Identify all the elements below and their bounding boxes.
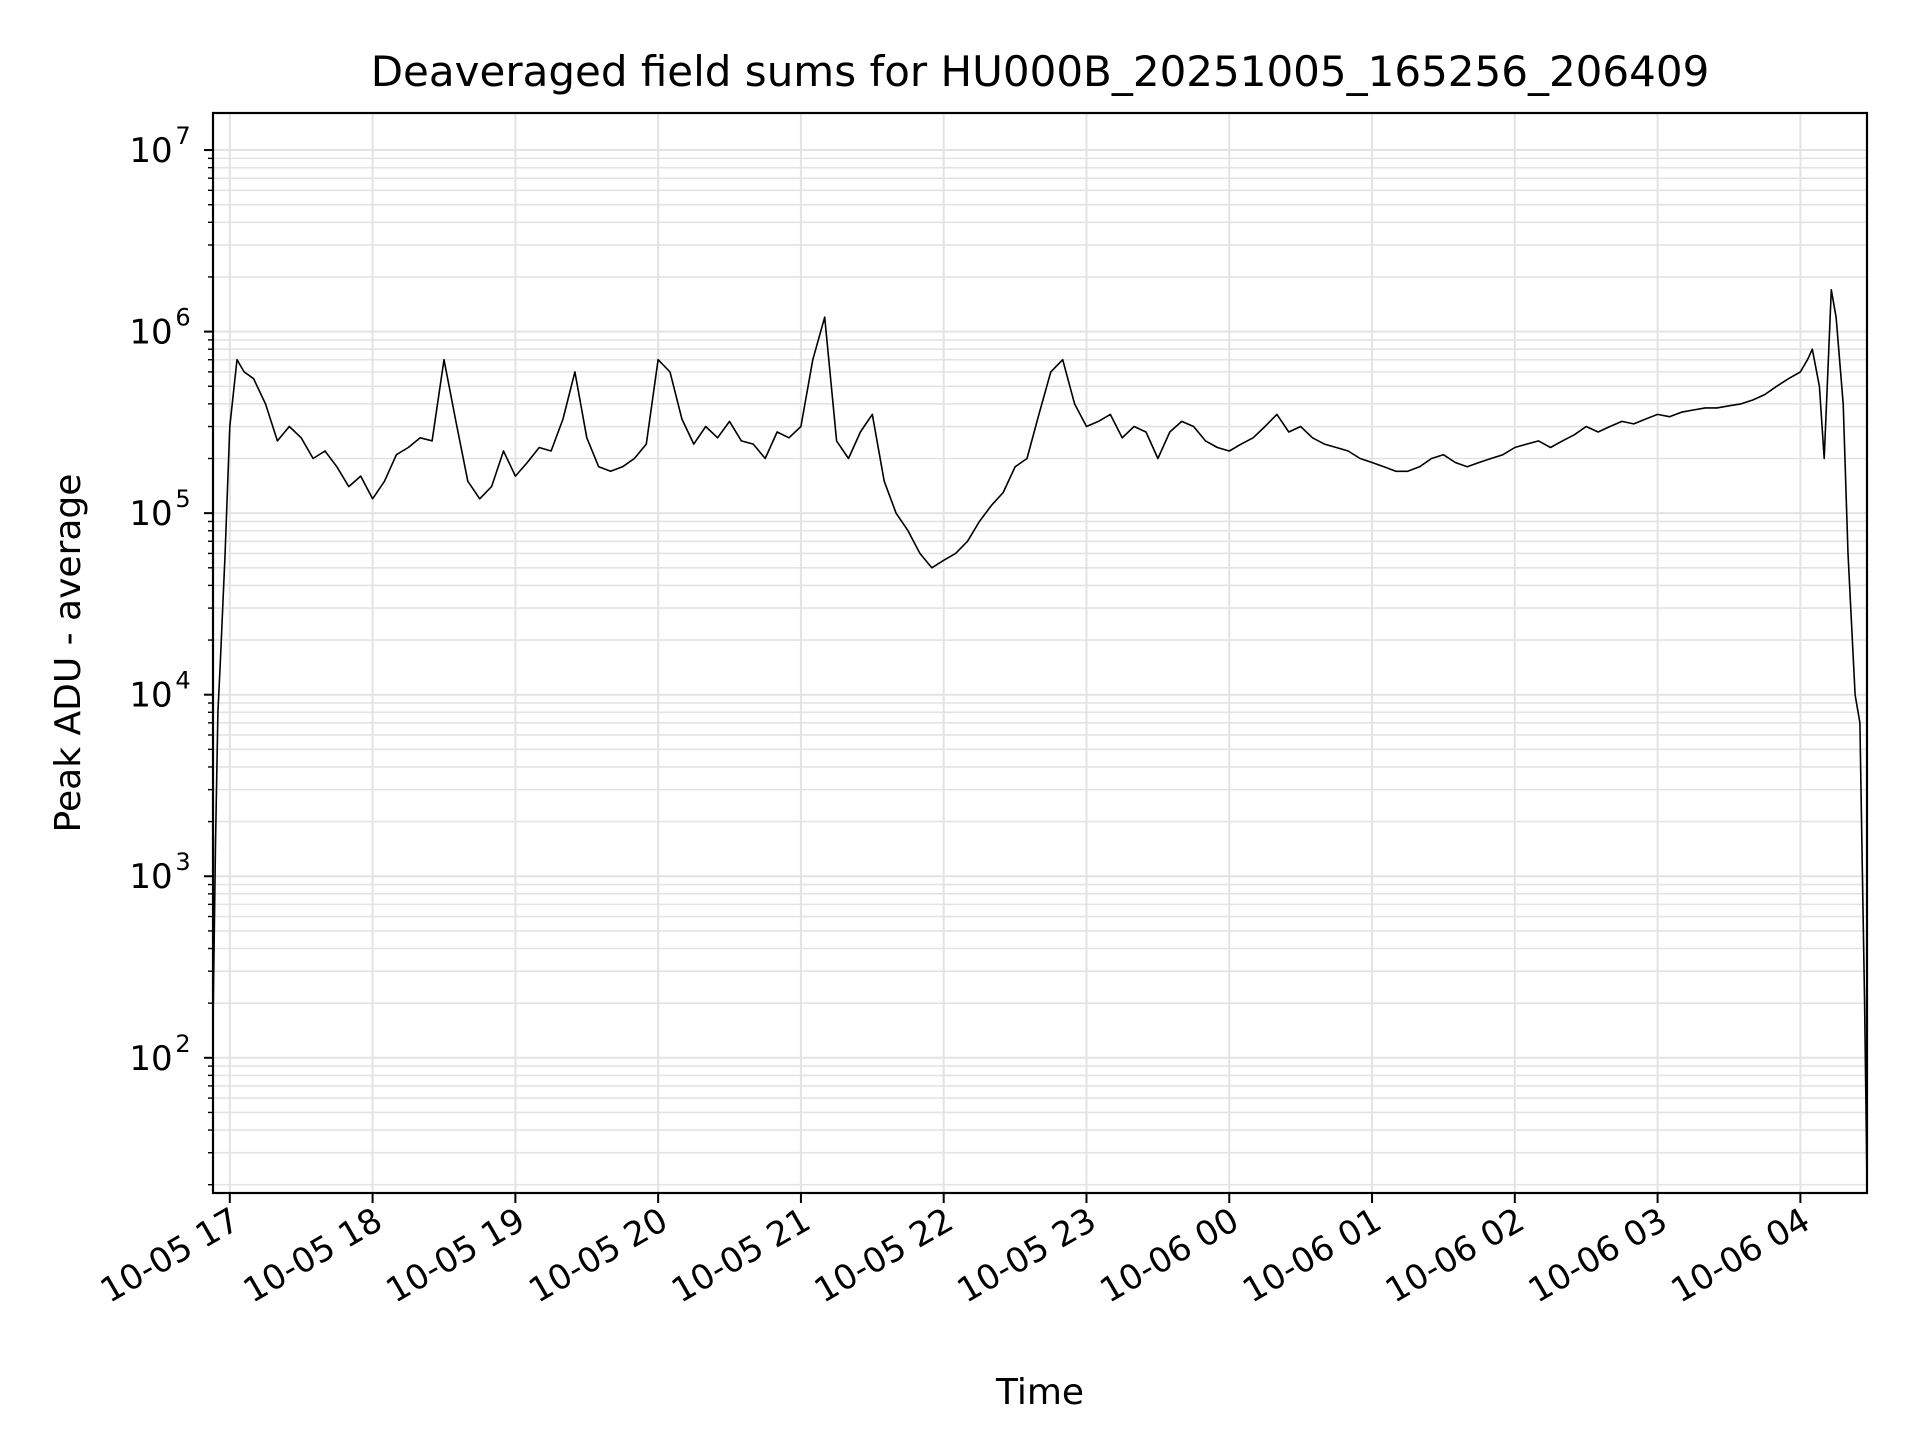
y-tick-label: 10 xyxy=(129,676,172,716)
grid-layer xyxy=(213,113,1867,1193)
y-tick-exponent: 7 xyxy=(175,122,190,150)
series-line xyxy=(212,288,1868,1185)
y-tick-exponent: 3 xyxy=(175,848,190,876)
y-tick-exponent: 2 xyxy=(175,1030,190,1058)
x-axis-label: Time xyxy=(995,1372,1084,1413)
y-tick-label: 10 xyxy=(129,857,172,897)
y-tick-label: 10 xyxy=(129,494,172,534)
data-layer xyxy=(212,288,1868,1185)
plot-frame xyxy=(211,111,1869,1195)
y-tick-label: 10 xyxy=(129,1039,172,1079)
y-tick-label: 10 xyxy=(129,313,172,353)
y-tick-label: 10 xyxy=(129,131,172,171)
y-tick-exponent: 4 xyxy=(175,667,190,695)
y-axis-label: Peak ADU - average xyxy=(48,474,89,833)
chart-title: Deaveraged field sums for HU000B_2025100… xyxy=(371,47,1710,96)
y-tick-exponent: 5 xyxy=(175,485,190,513)
y-tick-exponent: 6 xyxy=(175,304,190,332)
